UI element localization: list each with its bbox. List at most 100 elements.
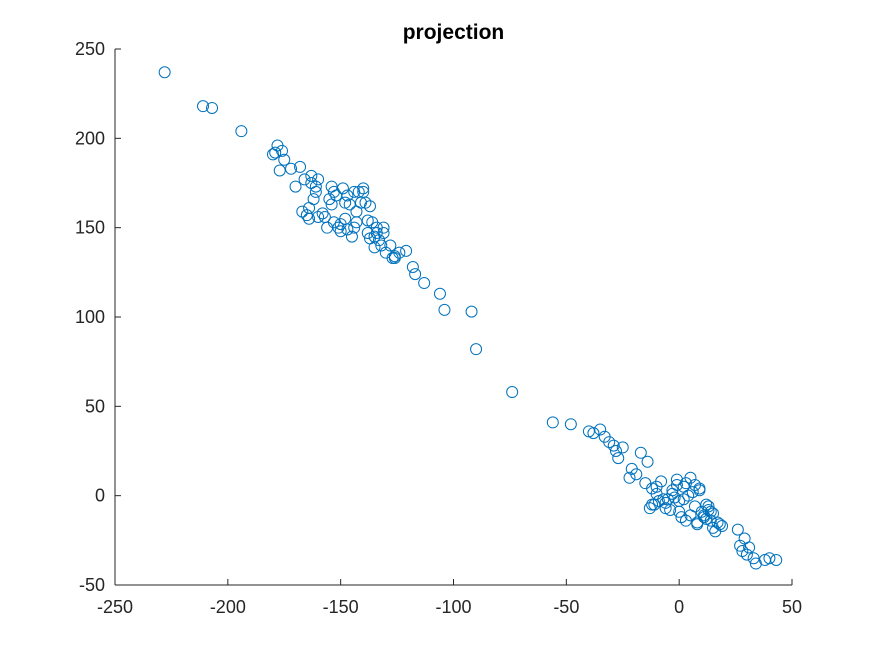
- data-point: [332, 221, 345, 234]
- data-point: [740, 548, 753, 561]
- data-point: [406, 260, 419, 273]
- scatter-markers: [158, 66, 783, 570]
- data-point: [639, 477, 652, 490]
- data-point: [364, 200, 377, 213]
- data-point: [702, 500, 715, 513]
- data-point: [388, 250, 401, 263]
- data-point: [603, 436, 616, 449]
- y-tick-label: 50: [85, 396, 105, 416]
- data-point: [343, 198, 356, 211]
- data-point: [206, 101, 219, 114]
- data-point: [433, 287, 446, 300]
- data-point: [686, 486, 699, 499]
- data-point: [707, 521, 720, 534]
- data-point: [409, 268, 422, 281]
- data-point: [285, 162, 298, 175]
- x-tick-label: -50: [553, 597, 579, 617]
- x-tick-label: 50: [782, 597, 802, 617]
- data-point: [341, 189, 354, 202]
- data-point: [659, 496, 672, 509]
- data-point: [646, 498, 659, 511]
- data-point: [334, 225, 347, 238]
- data-point: [375, 239, 388, 252]
- data-point: [700, 498, 713, 511]
- data-point: [634, 446, 647, 459]
- data-point: [688, 478, 701, 491]
- data-point: [465, 305, 478, 318]
- data-point: [278, 153, 291, 166]
- y-tick-label: 250: [75, 39, 105, 59]
- data-point: [158, 66, 171, 79]
- data-point: [684, 509, 697, 522]
- data-point: [294, 160, 307, 173]
- data-point: [298, 173, 311, 186]
- data-point: [693, 482, 706, 495]
- data-point: [357, 182, 370, 195]
- y-tick-label: 100: [75, 307, 105, 327]
- data-point: [657, 493, 670, 506]
- y-tick-label: -50: [79, 575, 105, 595]
- data-point: [377, 227, 390, 240]
- data-point: [377, 221, 390, 234]
- x-tick-label: -150: [323, 597, 359, 617]
- data-point: [677, 493, 690, 506]
- data-point: [296, 205, 309, 218]
- data-point: [312, 210, 325, 223]
- axes: -250 -200 -150 -100 -50 0 50 -50 0 50 100 150 200 250: [75, 39, 802, 617]
- x-tick-label: -100: [435, 597, 471, 617]
- data-point: [564, 418, 577, 431]
- data-point: [289, 180, 302, 193]
- data-point: [309, 185, 322, 198]
- data-point: [373, 234, 386, 247]
- x-tick-label: -200: [210, 597, 246, 617]
- data-point: [736, 545, 749, 558]
- data-point: [630, 468, 643, 481]
- data-point: [587, 427, 600, 440]
- data-point: [368, 241, 381, 254]
- data-point: [704, 505, 717, 518]
- x-tick-label: -250: [97, 597, 133, 617]
- data-point: [594, 423, 607, 436]
- data-point: [386, 252, 399, 265]
- data-point: [643, 502, 656, 515]
- chart-title: projection: [403, 21, 505, 44]
- data-point: [731, 523, 744, 536]
- data-point: [235, 125, 248, 138]
- data-point: [197, 100, 210, 113]
- data-point: [650, 480, 663, 493]
- data-point: [743, 541, 756, 554]
- data-point: [345, 230, 358, 243]
- data-point: [384, 239, 397, 252]
- data-point: [770, 553, 783, 566]
- data-point: [623, 471, 636, 484]
- data-point: [318, 210, 331, 223]
- data-point: [350, 205, 363, 218]
- y-tick-label: 0: [95, 486, 105, 506]
- data-point: [716, 520, 729, 533]
- data-point: [275, 144, 288, 157]
- data-point: [321, 221, 334, 234]
- data-point: [400, 244, 413, 257]
- data-point: [300, 209, 313, 222]
- data-point: [327, 185, 340, 198]
- data-point: [659, 502, 672, 515]
- data-point: [307, 193, 320, 206]
- data-point: [668, 491, 681, 504]
- data-point: [305, 169, 318, 182]
- data-point: [641, 455, 654, 468]
- data-point: [607, 439, 620, 452]
- data-point: [309, 180, 322, 193]
- y-tick-label: 150: [75, 218, 105, 238]
- data-point: [357, 185, 370, 198]
- data-point: [670, 473, 683, 486]
- data-point: [269, 146, 282, 159]
- x-tick-label: 0: [674, 597, 684, 617]
- data-point: [616, 441, 629, 454]
- data-point: [361, 227, 374, 240]
- data-point: [609, 445, 622, 457]
- data-point: [682, 489, 695, 502]
- data-point: [506, 386, 519, 399]
- data-point: [438, 303, 451, 316]
